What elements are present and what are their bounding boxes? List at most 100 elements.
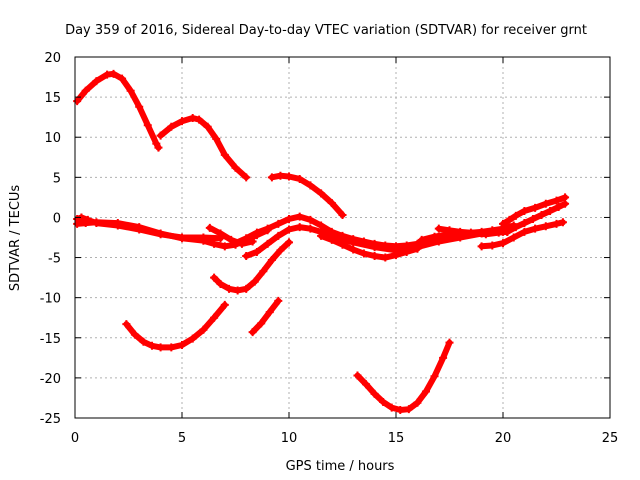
x-axis-label: GPS time / hours: [286, 459, 395, 474]
data-point: [413, 244, 422, 253]
data-point: [259, 267, 268, 276]
series-layer: [73, 69, 570, 414]
data-series-arc-14: [503, 199, 570, 236]
data-series-arc-6: [205, 223, 257, 248]
data-point: [81, 86, 90, 95]
data-point: [503, 227, 512, 236]
data-point: [413, 398, 422, 407]
y-tick-label: 5: [53, 171, 61, 186]
series-trace: [354, 339, 453, 413]
data-series-arc-8: [231, 212, 443, 251]
data-series-arc-11: [434, 221, 518, 237]
data-series-arc-15: [210, 238, 293, 295]
data-point: [402, 247, 411, 256]
data-point: [285, 225, 293, 234]
data-point: [353, 371, 362, 380]
data-point: [349, 245, 358, 254]
data-series-arc-18: [353, 338, 454, 414]
data-point: [439, 353, 448, 362]
data-point: [396, 405, 405, 414]
data-point: [276, 171, 285, 180]
data-point: [210, 273, 219, 282]
data-point: [349, 235, 358, 244]
data-series-arc-1: [73, 69, 163, 152]
data-point: [430, 372, 439, 381]
data-point: [242, 173, 251, 182]
data-point: [178, 117, 186, 126]
data-point: [122, 320, 131, 329]
data-series-arc-9: [317, 231, 422, 262]
data-point: [257, 319, 266, 328]
data-point: [274, 231, 283, 240]
data-point: [267, 255, 276, 264]
y-tick-label: 15: [44, 91, 61, 106]
data-point: [511, 223, 520, 232]
data-point: [285, 172, 293, 181]
data-point: [267, 173, 276, 182]
data-point: [156, 230, 165, 239]
data-point: [537, 211, 546, 220]
data-series-arc-5: [73, 213, 225, 243]
data-point: [242, 284, 251, 293]
data-point: [263, 224, 272, 233]
data-point: [248, 328, 257, 337]
data-series-arc-3: [267, 171, 347, 220]
data-point: [295, 174, 304, 183]
data-point: [220, 300, 229, 309]
data-point: [445, 338, 454, 347]
y-tick-label: 0: [53, 211, 61, 226]
data-point: [263, 239, 272, 248]
series-trace: [318, 232, 421, 261]
data-point: [546, 207, 555, 216]
data-point: [531, 203, 540, 212]
data-point: [421, 387, 430, 396]
data-point: [109, 69, 118, 78]
data-point: [231, 163, 240, 172]
y-tick-label: -10: [40, 292, 61, 307]
data-point: [242, 234, 251, 243]
data-point: [306, 215, 315, 224]
data-point: [317, 231, 326, 240]
data-point: [327, 199, 336, 208]
data-point: [265, 308, 274, 317]
grid: [75, 57, 610, 418]
data-point: [317, 221, 326, 230]
data-point: [178, 340, 186, 349]
x-tick-label: 10: [281, 431, 298, 446]
data-point: [370, 239, 379, 248]
data-point: [152, 139, 161, 148]
data-point: [434, 224, 443, 233]
data-series-arc-2: [156, 113, 251, 182]
data-point: [225, 284, 234, 293]
data-point: [306, 224, 315, 233]
plot-frame: [74, 56, 611, 419]
data-point: [520, 227, 529, 236]
data-point: [92, 77, 101, 86]
data-point: [552, 196, 561, 205]
data-point: [154, 143, 163, 152]
data-point: [210, 239, 219, 248]
data-point: [381, 253, 390, 262]
y-tick-label: 20: [44, 51, 61, 66]
series-trace: [211, 239, 292, 294]
data-point: [370, 251, 379, 260]
data-point: [113, 221, 122, 230]
data-point: [205, 223, 214, 232]
data-point: [511, 211, 520, 220]
data-point: [430, 232, 439, 241]
data-point: [488, 226, 497, 235]
data-point: [404, 405, 413, 414]
data-point: [274, 219, 283, 228]
x-axis-ticks: 0 5 10 15 20 25: [71, 57, 618, 446]
data-point: [188, 113, 197, 122]
data-point: [317, 189, 326, 198]
data-point: [148, 341, 157, 350]
data-point: [327, 227, 336, 236]
data-point: [558, 218, 567, 227]
data-point: [387, 403, 396, 412]
data-point: [199, 325, 208, 334]
x-tick-label: 5: [178, 431, 186, 446]
data-point: [392, 251, 400, 260]
data-point: [338, 231, 347, 240]
data-point: [285, 238, 293, 247]
